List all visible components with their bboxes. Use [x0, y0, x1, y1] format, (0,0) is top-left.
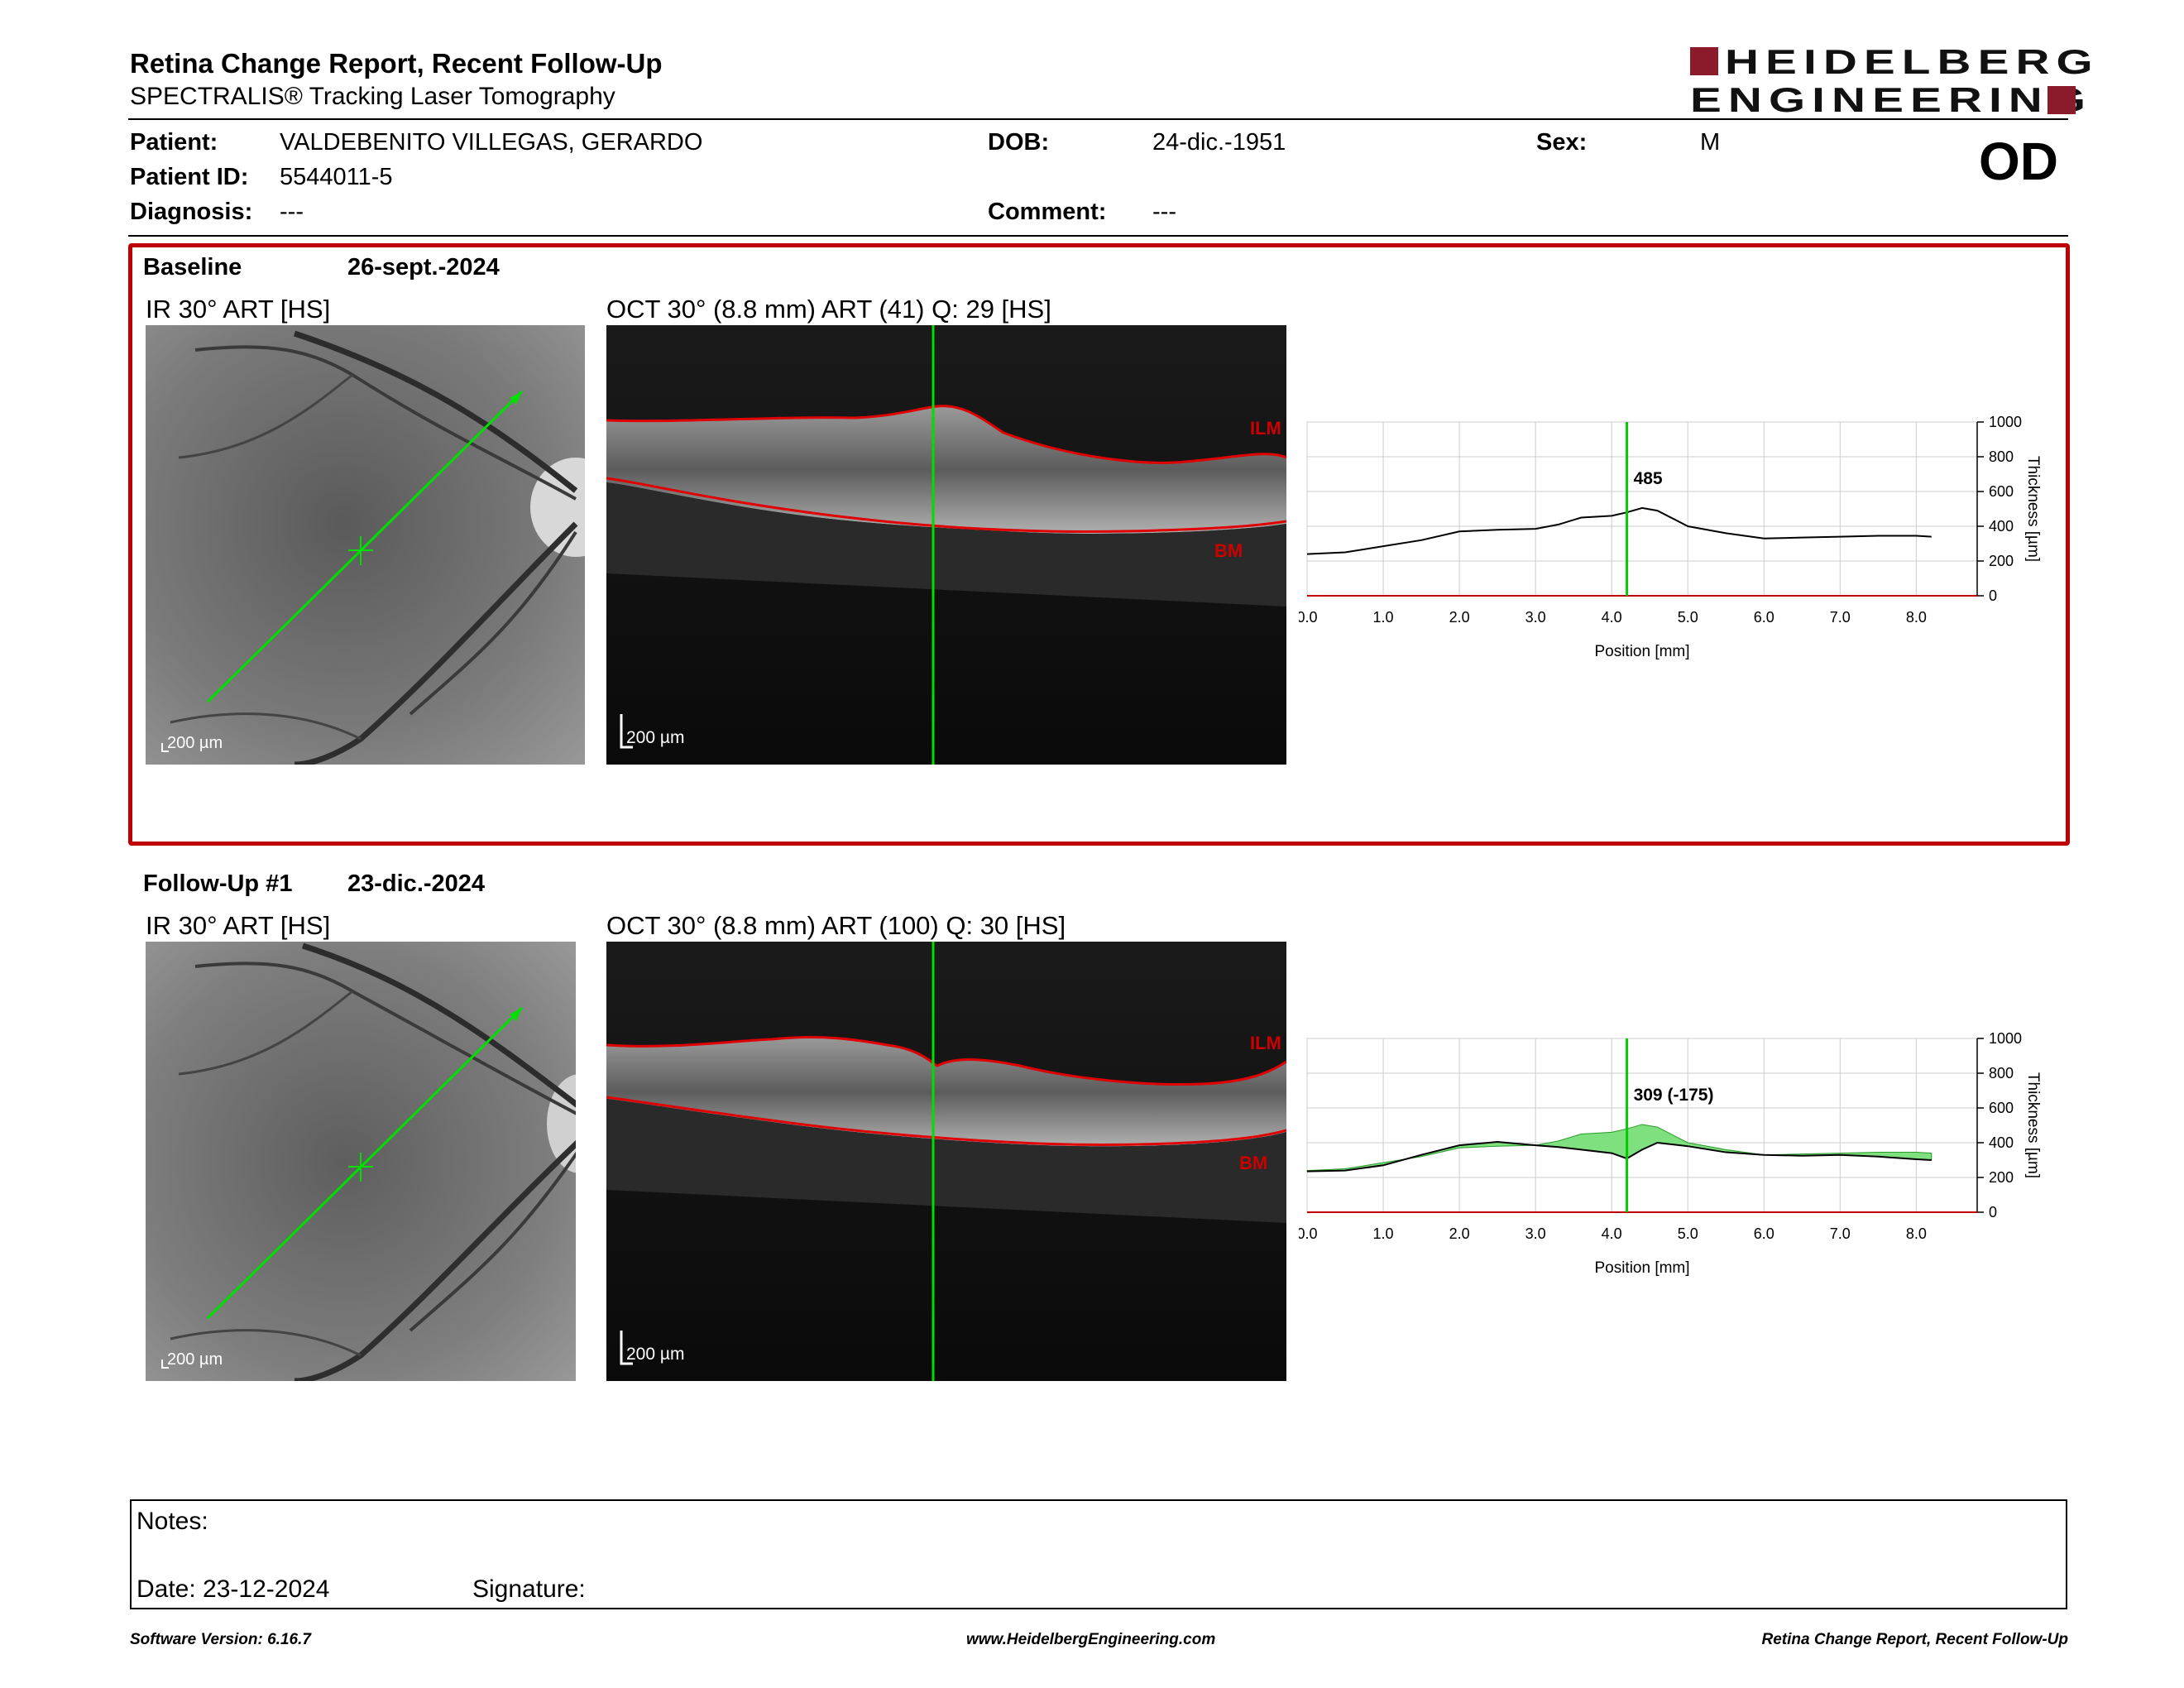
x-tick-label: 1.0	[1373, 609, 1394, 626]
followup-date: 23-dic.-2024	[347, 870, 486, 897]
sex-value: M	[1700, 129, 1721, 156]
report-subtitle: SPECTRALIS® Tracking Laser Tomography	[130, 83, 615, 110]
x-tick-label: 2.0	[1449, 1225, 1470, 1242]
y-tick-label: 400	[1989, 1134, 2014, 1151]
comment-label: Comment:	[988, 199, 1107, 225]
x-tick-label: 2.0	[1449, 609, 1470, 626]
baseline-oct-bscan-image[interactable]: ILM BM 200 µm	[606, 325, 1286, 765]
comment-value: ---	[1152, 199, 1176, 225]
baseline-label: Baseline	[143, 254, 242, 281]
baseline-ir-scale-label: 200 µm	[167, 734, 223, 752]
y-tick-label: 200	[1989, 1169, 2014, 1186]
y-tick-label: 200	[1989, 553, 2014, 569]
eye-indicator: OD	[1979, 132, 2058, 191]
header-divider	[128, 118, 2068, 120]
heidelberg-logo: HEIDELBERG ENGINEERING	[1690, 45, 2093, 117]
x-tick-label: 4.0	[1602, 609, 1622, 626]
followup-ir-fundus-image[interactable]: 200 µm	[146, 942, 585, 1381]
cursor-value-label: 485	[1634, 469, 1663, 488]
y-tick-label: 800	[1989, 1065, 2014, 1081]
logo-square-icon	[2048, 86, 2076, 114]
diagnosis-label: Diagnosis:	[130, 199, 253, 225]
footer-report-name: Retina Change Report, Recent Follow-Up	[1761, 1631, 2068, 1648]
x-tick-label: 5.0	[1678, 609, 1698, 626]
cursor-value-label: 309 (-175)	[1634, 1086, 1714, 1105]
notes-date: Date: 23-12-2024	[136, 1575, 330, 1603]
baseline-oct-caption: OCT 30° (8.8 mm) ART (41) Q: 29 [HS]	[606, 295, 1051, 324]
notes-box[interactable]: Notes: Date: 23-12-2024 Signature:	[130, 1499, 2067, 1609]
y-tick-label: 600	[1989, 1100, 2014, 1116]
patient-id: 5544011-5	[280, 164, 393, 190]
x-tick-label: 3.0	[1525, 609, 1546, 626]
patient-id-label: Patient ID:	[130, 164, 249, 190]
y-tick-label: 400	[1989, 518, 2014, 535]
signature-label: Signature:	[472, 1575, 586, 1603]
y-axis-label: Thickness [µm]	[2024, 456, 2042, 562]
x-tick-label: 6.0	[1754, 1225, 1774, 1242]
followup-ir-scale-label: 200 µm	[167, 1350, 223, 1369]
followup-ir-caption: IR 30° ART [HS]	[146, 911, 331, 940]
x-tick-label: 1.0	[1373, 1225, 1394, 1242]
patient-label: Patient:	[130, 129, 218, 156]
baseline-date: 26-sept.-2024	[347, 254, 500, 281]
dob-value: 24-dic.-1951	[1152, 129, 1286, 156]
y-tick-label: 1000	[1989, 414, 2022, 430]
y-tick-label: 0	[1989, 1204, 1997, 1220]
x-tick-label: 3.0	[1525, 1225, 1546, 1242]
logo-line2: ENGINEERING	[1690, 80, 2093, 119]
baseline-highlight-box	[128, 243, 2070, 846]
x-tick-label: 8.0	[1906, 1225, 1927, 1242]
diagnosis-value: ---	[280, 199, 304, 225]
x-tick-label: 0.0	[1299, 1225, 1318, 1242]
x-tick-label: 4.0	[1602, 1225, 1622, 1242]
y-axis-label: Thickness [µm]	[2024, 1072, 2042, 1178]
x-axis-label: Position [mm]	[1594, 1259, 1689, 1277]
dob-label: DOB:	[988, 129, 1050, 156]
x-tick-label: 5.0	[1678, 1225, 1698, 1242]
notes-label: Notes:	[136, 1508, 208, 1535]
sex-label: Sex:	[1536, 129, 1588, 156]
baseline-ilm-label: ILM	[1250, 418, 1281, 439]
x-axis-label: Position [mm]	[1594, 643, 1689, 660]
baseline-ir-caption: IR 30° ART [HS]	[146, 295, 331, 324]
x-tick-label: 7.0	[1830, 609, 1851, 626]
logo-line1: HEIDELBERG	[1725, 42, 2100, 81]
x-tick-label: 0.0	[1299, 609, 1318, 626]
followup-oct-bscan-image[interactable]: ILM BM 200 µm	[606, 942, 1286, 1381]
patient-divider	[128, 235, 2068, 237]
baseline-bm-label: BM	[1214, 540, 1243, 561]
y-tick-label: 800	[1989, 448, 2014, 465]
followup-bm-label: BM	[1239, 1153, 1267, 1173]
followup-ilm-label: ILM	[1250, 1033, 1281, 1053]
followup-label: Follow-Up #1	[143, 870, 293, 897]
x-tick-label: 6.0	[1754, 609, 1774, 626]
patient-name: VALDEBENITO VILLEGAS, GERARDO	[280, 129, 703, 156]
y-tick-label: 1000	[1989, 1030, 2022, 1047]
y-tick-label: 600	[1989, 483, 2014, 500]
x-tick-label: 8.0	[1906, 609, 1927, 626]
followup-thickness-chart: 0.0 1.0 2.0 3.0 4.0 5.0 6.0 7.0 8.0 0 200 400 600 800…	[1299, 1030, 2042, 1277]
y-tick-label: 0	[1989, 587, 1997, 604]
followup-oct-caption: OCT 30° (8.8 mm) ART (100) Q: 30 [HS]	[606, 911, 1066, 940]
report-title: Retina Change Report, Recent Follow-Up	[130, 48, 663, 79]
x-tick-label: 7.0	[1830, 1225, 1851, 1242]
plot-area	[1306, 421, 1978, 597]
baseline-ir-fundus-image[interactable]: 200 µm	[146, 325, 585, 765]
logo-square-icon	[1690, 47, 1718, 75]
baseline-oct-scale-label: 200 µm	[626, 728, 684, 747]
website-link[interactable]: www.HeidelbergEngineering.com	[966, 1631, 1216, 1648]
followup-oct-scale-label: 200 µm	[626, 1345, 684, 1364]
baseline-thickness-chart: 0.0 1.0 2.0 3.0 4.0 5.0 6.0 7.0 8.0 0 200 400 600 800…	[1299, 414, 2042, 660]
software-version: Software Version: 6.16.7	[130, 1631, 311, 1648]
